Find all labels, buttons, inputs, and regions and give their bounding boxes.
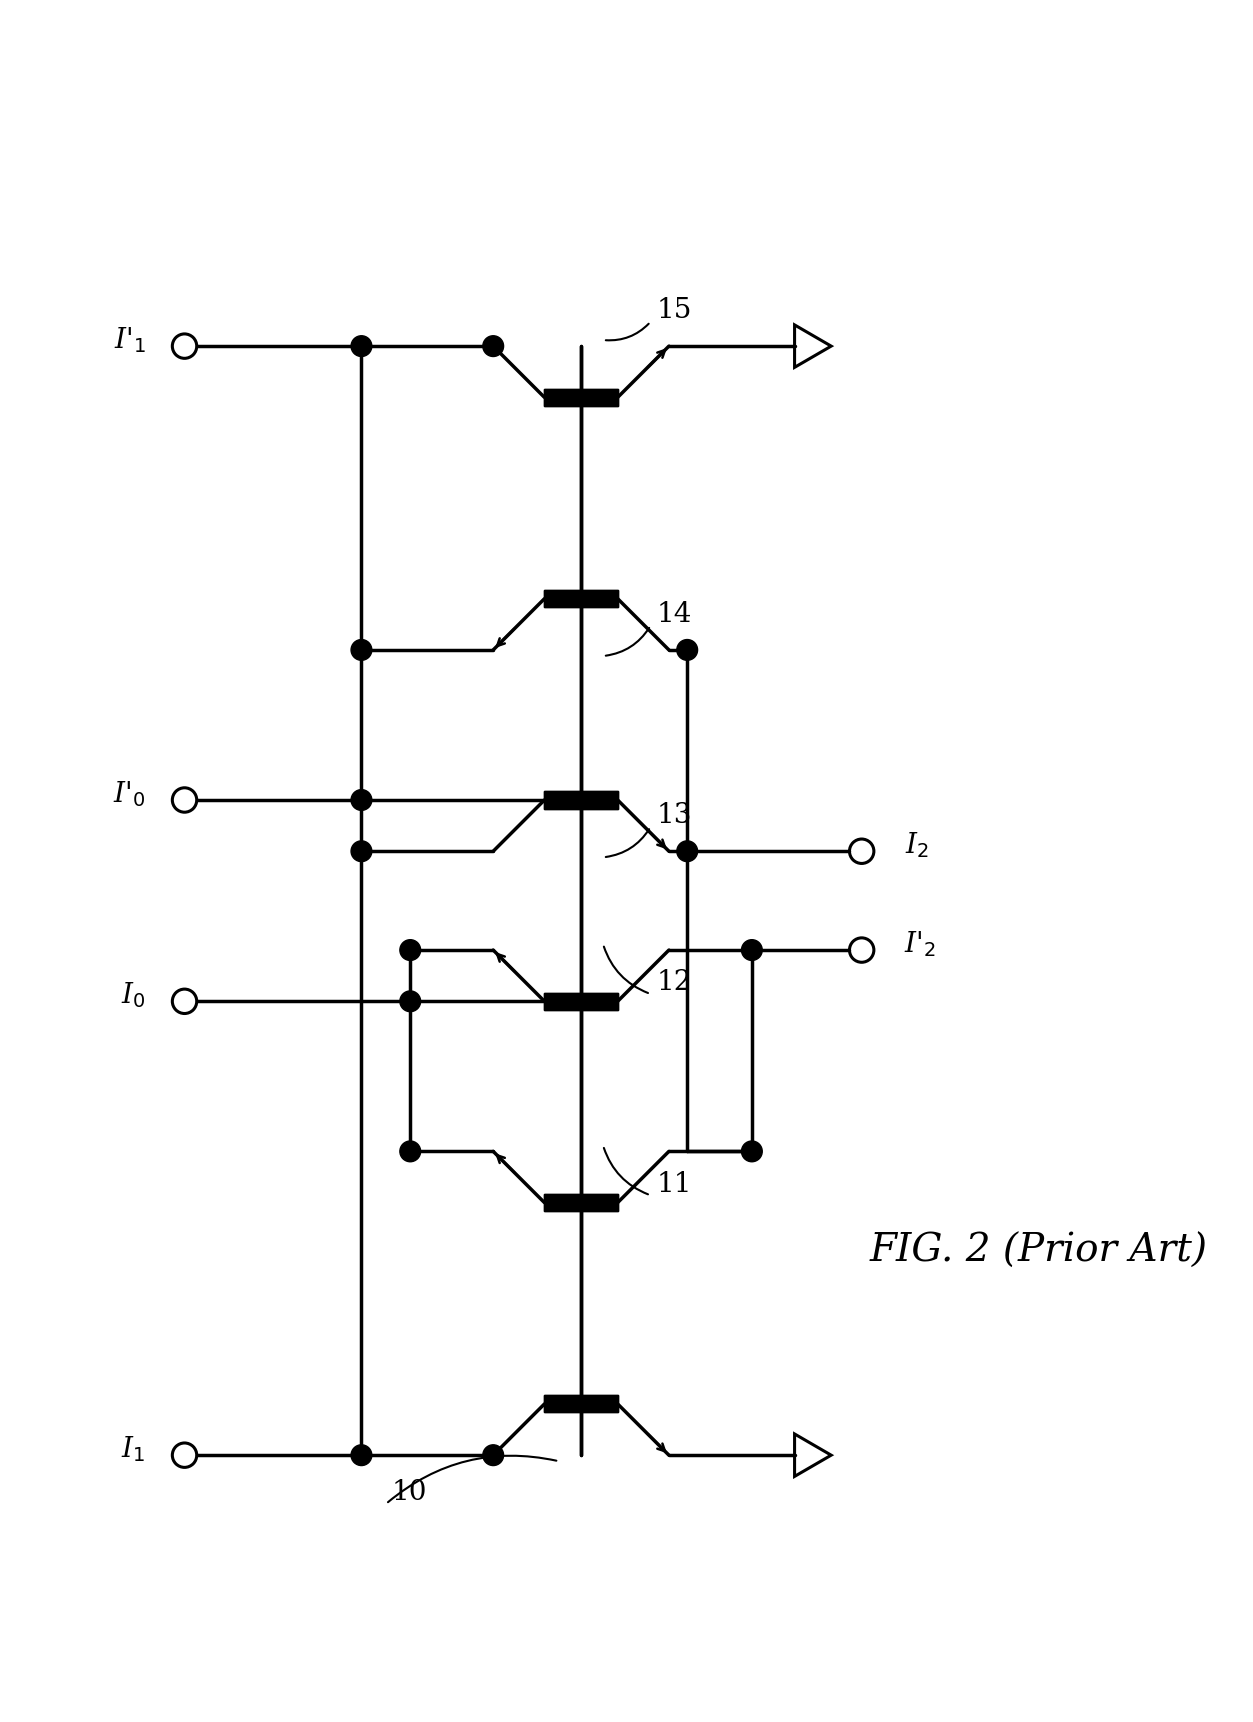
Polygon shape [545, 591, 618, 608]
Polygon shape [545, 994, 618, 1009]
Circle shape [482, 336, 504, 356]
Text: 11: 11 [657, 1171, 692, 1199]
Text: FIG. 2 (Prior Art): FIG. 2 (Prior Art) [870, 1233, 1208, 1269]
Polygon shape [545, 792, 618, 809]
Circle shape [400, 940, 421, 961]
Polygon shape [545, 1395, 618, 1412]
Text: I'$_1$: I'$_1$ [114, 325, 145, 355]
Polygon shape [545, 792, 618, 809]
Polygon shape [545, 389, 618, 406]
Circle shape [677, 639, 698, 660]
Text: I$_1$: I$_1$ [122, 1434, 145, 1464]
Polygon shape [545, 591, 618, 608]
Polygon shape [545, 1193, 618, 1211]
Circle shape [351, 336, 372, 356]
Text: I$_2$: I$_2$ [905, 830, 928, 859]
Text: I$_0$: I$_0$ [122, 980, 145, 1011]
Circle shape [742, 940, 762, 961]
Circle shape [677, 840, 698, 861]
Polygon shape [545, 994, 618, 1009]
Circle shape [351, 840, 372, 861]
Text: 12: 12 [657, 969, 692, 997]
Text: I'$_2$: I'$_2$ [905, 930, 936, 959]
Circle shape [400, 1142, 421, 1162]
Text: 10: 10 [392, 1479, 427, 1507]
Circle shape [400, 990, 421, 1013]
Polygon shape [545, 1395, 618, 1412]
Circle shape [351, 790, 372, 811]
Polygon shape [545, 1193, 618, 1211]
Text: 15: 15 [657, 298, 692, 324]
Circle shape [351, 1445, 372, 1465]
Circle shape [742, 1142, 762, 1162]
Circle shape [351, 639, 372, 660]
Polygon shape [545, 389, 618, 406]
Text: 13: 13 [657, 802, 692, 830]
Text: 14: 14 [657, 601, 692, 629]
Text: I'$_0$: I'$_0$ [114, 778, 145, 809]
Circle shape [482, 1445, 504, 1465]
